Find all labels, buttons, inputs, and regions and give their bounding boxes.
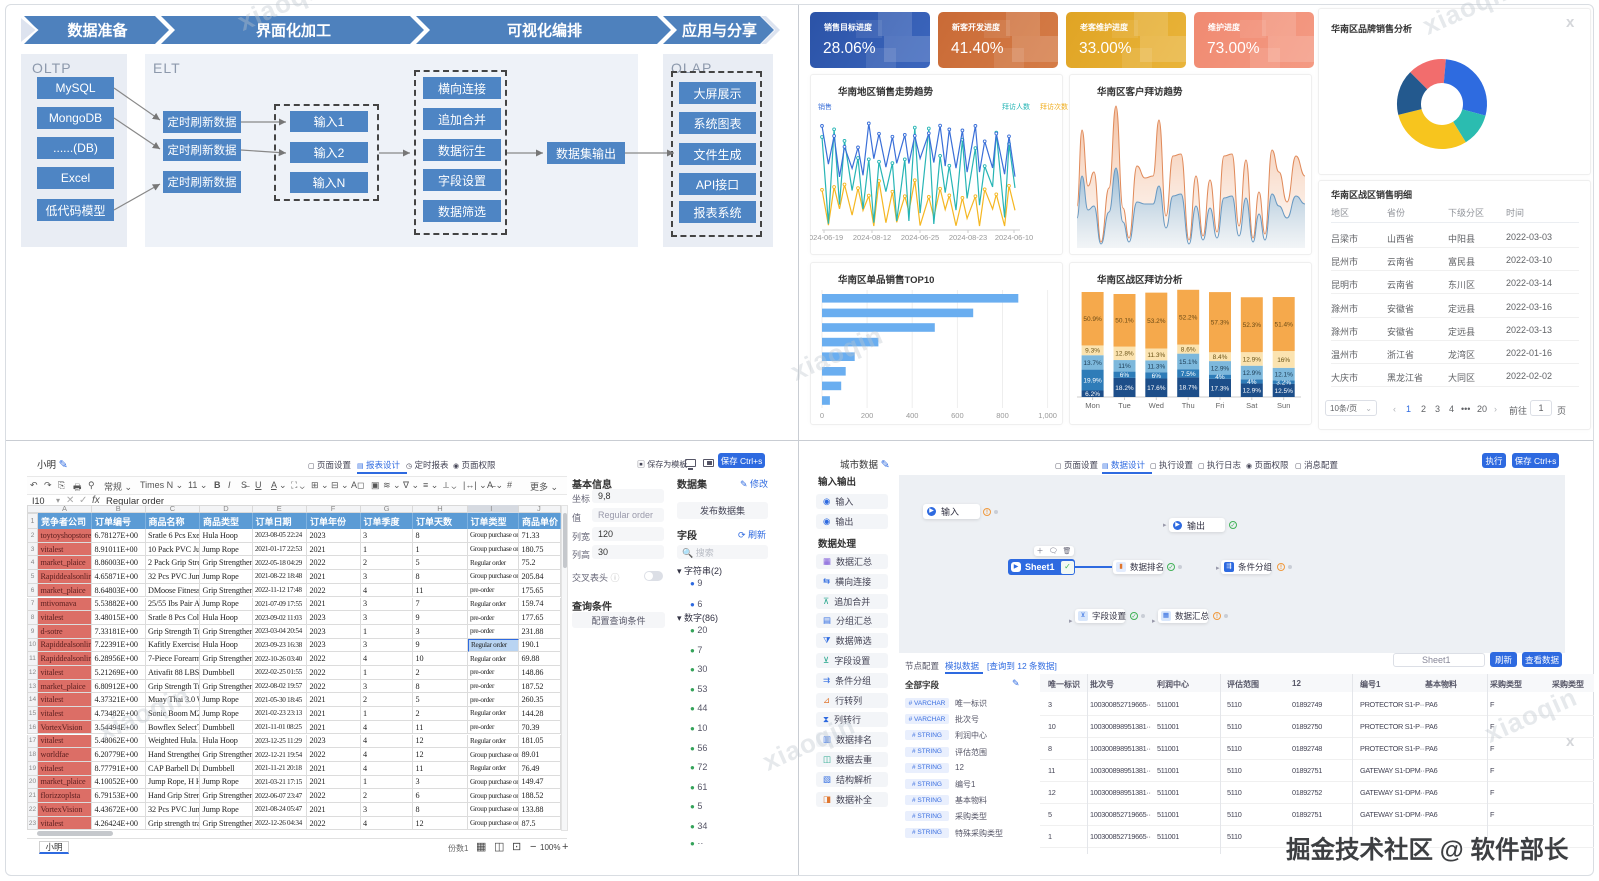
svg-text:12.9%: 12.9%	[1243, 356, 1262, 363]
svg-text:16%: 16%	[1277, 357, 1290, 364]
svg-text:200: 200	[861, 411, 874, 420]
svg-text:Wed: Wed	[1149, 401, 1164, 410]
svg-text:52.2%: 52.2%	[1179, 315, 1198, 322]
svg-text:界面化加工: 界面化加工	[256, 22, 331, 40]
svg-text:19.9%: 19.9%	[1083, 377, 1102, 384]
svg-text:12.9%: 12.9%	[1243, 370, 1262, 377]
svg-text:4%: 4%	[1247, 379, 1257, 386]
svg-text:Tue: Tue	[1118, 401, 1131, 410]
svg-text:6%: 6%	[1120, 372, 1130, 379]
svg-text:600: 600	[951, 411, 964, 420]
svg-text:50.1%: 50.1%	[1115, 318, 1134, 325]
svg-text:2024-06-19: 2024-06-19	[810, 233, 843, 242]
svg-text:1,000: 1,000	[1038, 411, 1057, 420]
svg-text:2024-06-10: 2024-06-10	[995, 233, 1033, 242]
svg-text:12.9%: 12.9%	[1211, 365, 1230, 372]
svg-text:53.2%: 53.2%	[1147, 318, 1166, 325]
svg-text:12.8%: 12.8%	[1115, 351, 1134, 358]
svg-text:11%: 11%	[1118, 363, 1131, 370]
svg-text:8.4%: 8.4%	[1213, 354, 1228, 361]
svg-text:18.2%: 18.2%	[1115, 385, 1134, 392]
svg-text:11.3%: 11.3%	[1147, 352, 1165, 359]
svg-text:400: 400	[906, 411, 919, 420]
svg-text:2024-08-12: 2024-08-12	[853, 233, 891, 242]
svg-text:Fri: Fri	[1216, 401, 1225, 410]
svg-text:3.2%: 3.2%	[1276, 380, 1291, 387]
svg-text:应用与分享: 应用与分享	[682, 22, 757, 40]
svg-text:Mon: Mon	[1085, 401, 1100, 410]
svg-text:52.3%: 52.3%	[1243, 322, 1262, 329]
svg-text:800: 800	[996, 411, 1009, 420]
svg-text:Thu: Thu	[1182, 401, 1195, 410]
svg-text:11.3%: 11.3%	[1147, 364, 1165, 371]
svg-text:9.3%: 9.3%	[1085, 348, 1100, 355]
svg-text:8.6%: 8.6%	[1181, 347, 1196, 354]
svg-text:2024-06-25: 2024-06-25	[901, 233, 939, 242]
svg-text:13.7%: 13.7%	[1083, 360, 1102, 367]
svg-text:18.7%: 18.7%	[1179, 385, 1198, 392]
svg-text:数据准备: 数据准备	[67, 22, 128, 40]
svg-text:17.3%: 17.3%	[1211, 385, 1230, 392]
svg-text:15.1%: 15.1%	[1179, 359, 1198, 366]
svg-text:17.6%: 17.6%	[1147, 385, 1166, 392]
svg-text:0: 0	[820, 411, 824, 420]
svg-text:51.4%: 51.4%	[1274, 321, 1293, 328]
svg-text:可视化编排: 可视化编排	[507, 22, 582, 40]
svg-text:7.5%: 7.5%	[1181, 371, 1196, 378]
svg-text:Sat: Sat	[1246, 401, 1258, 410]
svg-text:57.3%: 57.3%	[1211, 320, 1230, 327]
svg-text:4%: 4%	[1215, 374, 1225, 381]
svg-text:50.9%: 50.9%	[1083, 316, 1102, 323]
svg-text:Sun: Sun	[1277, 401, 1290, 410]
svg-text:12.9%: 12.9%	[1243, 388, 1262, 395]
svg-text:2024-08-23: 2024-08-23	[949, 233, 987, 242]
svg-text:12.5%: 12.5%	[1274, 388, 1293, 395]
svg-text:6.2%: 6.2%	[1085, 391, 1100, 398]
svg-text:6%: 6%	[1152, 373, 1162, 380]
svg-text:12.1%: 12.1%	[1274, 372, 1293, 379]
